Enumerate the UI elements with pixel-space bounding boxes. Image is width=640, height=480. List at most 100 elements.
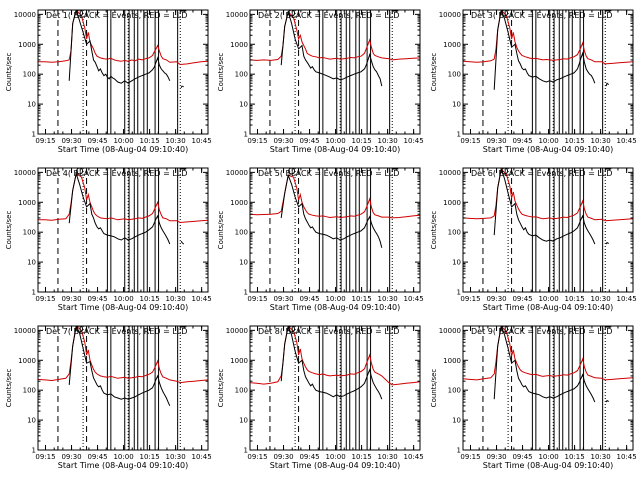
x-tick-label: 09:45 xyxy=(512,295,532,303)
x-tick-label: 09:30 xyxy=(61,453,81,461)
x-tick-label: 10:00 xyxy=(538,137,558,145)
y-axis-title: Counts/sec xyxy=(217,53,225,92)
y-tick-label: 10000 xyxy=(439,11,461,19)
events-series-line xyxy=(68,10,171,84)
x-axis-title: Start Time (08-Aug-04 09:10:40) xyxy=(270,461,401,470)
y-axis-title: Counts/sec xyxy=(430,211,438,250)
y-tick-label: 1 xyxy=(457,131,461,139)
x-tick-label: 09:45 xyxy=(87,453,107,461)
panel-frame xyxy=(249,9,421,135)
y-tick-label: 10000 xyxy=(14,327,36,335)
panel-8: 1 10 100 1000 10000 09:15 09:30 09:45 10:00 10:15… xyxy=(217,325,424,470)
events-series-tail xyxy=(605,82,610,87)
y-axis-title: Counts/sec xyxy=(5,53,13,92)
x-tick-label: 09:45 xyxy=(299,137,319,145)
panel-title: Det 2( BLACK = Events, RED = LLD xyxy=(258,11,399,20)
y-tick-label: 10 xyxy=(27,417,36,425)
y-tick-label: 1 xyxy=(32,289,36,297)
x-tick-label: 10:30 xyxy=(378,295,398,303)
x-tick-label: 10:00 xyxy=(325,295,345,303)
y-tick-label: 10 xyxy=(239,259,248,267)
events-series-tail xyxy=(605,399,609,403)
x-axis-title: Start Time (08-Aug-04 09:10:40) xyxy=(58,461,189,470)
x-axis-title: Start Time (08-Aug-04 09:10:40) xyxy=(270,145,401,154)
panel-4: 1 10 100 1000 10000 09:15 09:30 09:45 10:00 10:15… xyxy=(5,167,212,312)
x-tick-label: 09:45 xyxy=(512,137,532,145)
x-tick-label: 09:15 xyxy=(35,137,55,145)
y-tick-label: 1 xyxy=(244,447,248,455)
y-tick-label: 1 xyxy=(244,131,248,139)
y-tick-label: 10000 xyxy=(439,327,461,335)
y-tick-label: 100 xyxy=(23,387,36,395)
x-tick-label: 09:45 xyxy=(512,453,532,461)
y-tick-label: 1 xyxy=(32,131,36,139)
panel-title: Det 8( BLACK = Events, RED = LLD xyxy=(258,327,399,336)
x-tick-label: 09:30 xyxy=(486,295,506,303)
y-axis-title: Counts/sec xyxy=(430,53,438,92)
x-tick-label: 10:45 xyxy=(617,137,637,145)
y-tick-label: 1000 xyxy=(443,199,461,207)
x-tick-label: 10:30 xyxy=(166,295,186,303)
y-tick-label: 1 xyxy=(32,447,36,455)
y-tick-label: 1000 xyxy=(230,41,248,49)
x-tick-label: 09:45 xyxy=(87,137,107,145)
y-tick-label: 100 xyxy=(23,229,36,237)
x-tick-label: 10:30 xyxy=(166,453,186,461)
x-tick-label: 10:30 xyxy=(591,137,611,145)
x-tick-label: 09:30 xyxy=(61,137,81,145)
y-tick-label: 1000 xyxy=(230,357,248,365)
x-tick-label: 09:15 xyxy=(460,453,480,461)
y-tick-label: 10 xyxy=(27,259,36,267)
y-tick-label: 1000 xyxy=(443,41,461,49)
events-series-line xyxy=(280,10,383,87)
x-tick-label: 10:15 xyxy=(139,137,159,145)
panel-title: Det 1( BLACK = Events, RED = LLD xyxy=(46,11,187,20)
x-tick-label: 09:15 xyxy=(247,295,267,303)
panel-title: Det 5( BLACK = Events, RED = LLD xyxy=(258,169,399,178)
x-tick-label: 10:45 xyxy=(192,137,212,145)
y-tick-label: 100 xyxy=(448,229,461,237)
y-tick-label: 100 xyxy=(448,387,461,395)
panel-frame xyxy=(462,167,634,293)
x-tick-label: 10:15 xyxy=(351,137,371,145)
y-tick-label: 10000 xyxy=(226,169,248,177)
x-tick-label: 10:15 xyxy=(139,295,159,303)
panel-7: 1 10 100 1000 10000 09:15 09:30 09:45 10:00 10:15… xyxy=(5,325,212,470)
y-tick-label: 1000 xyxy=(443,357,461,365)
x-tick-label: 09:30 xyxy=(273,295,293,303)
x-tick-label: 10:45 xyxy=(192,295,212,303)
x-tick-label: 10:15 xyxy=(351,453,371,461)
panel-title: Det 4( BLACK = Events, RED = LLD xyxy=(46,169,187,178)
x-tick-label: 09:30 xyxy=(486,453,506,461)
y-axis-title: Counts/sec xyxy=(5,369,13,408)
x-axis-title: Start Time (08-Aug-04 09:10:40) xyxy=(58,145,189,154)
y-tick-label: 100 xyxy=(235,387,248,395)
x-tick-label: 10:30 xyxy=(591,453,611,461)
x-tick-label: 10:30 xyxy=(378,137,398,145)
y-tick-label: 10000 xyxy=(226,327,248,335)
panel-3: 1 10 100 1000 10000 09:15 09:30 09:45 10:00 10:15… xyxy=(430,9,637,154)
x-tick-label: 10:30 xyxy=(591,295,611,303)
x-tick-label: 10:45 xyxy=(404,453,424,461)
panel-title: Det 3( BLACK = Events, RED = LLD xyxy=(471,11,612,20)
panel-frame xyxy=(462,9,634,135)
panel-frame xyxy=(249,167,421,293)
y-tick-label: 10 xyxy=(239,101,248,109)
x-axis-title: Start Time (08-Aug-04 09:10:40) xyxy=(58,303,189,312)
x-tick-label: 09:30 xyxy=(61,295,81,303)
x-axis-title: Start Time (08-Aug-04 09:10:40) xyxy=(483,145,614,154)
y-tick-label: 10000 xyxy=(14,11,36,19)
events-series-line xyxy=(68,171,171,245)
events-series-tail xyxy=(605,241,609,245)
y-tick-label: 100 xyxy=(235,71,248,79)
x-tick-label: 09:45 xyxy=(299,295,319,303)
panel-title: Det 6( BLACK = Events, RED = LLD xyxy=(471,169,612,178)
x-tick-label: 09:45 xyxy=(87,295,107,303)
x-tick-label: 10:00 xyxy=(325,137,345,145)
events-series-line xyxy=(493,326,596,403)
y-tick-label: 10 xyxy=(452,101,461,109)
x-tick-label: 10:15 xyxy=(351,295,371,303)
panel-2: 1 10 100 1000 10000 09:15 09:30 09:45 10:00 10:15… xyxy=(217,9,424,154)
y-axis-title: Counts/sec xyxy=(5,211,13,250)
x-tick-label: 09:15 xyxy=(247,453,267,461)
